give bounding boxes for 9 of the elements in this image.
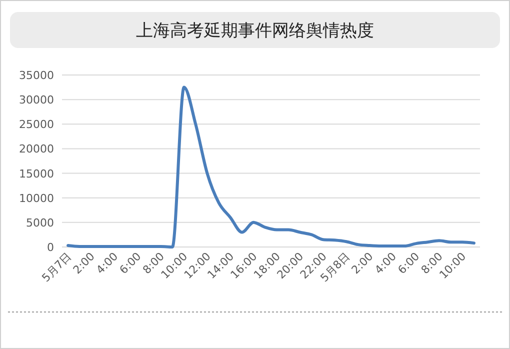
y-tick-label: 35000 bbox=[19, 69, 54, 82]
y-tick-label: 25000 bbox=[19, 118, 54, 132]
y-tick-label: 10000 bbox=[19, 192, 54, 205]
y-tick-label: 30000 bbox=[19, 94, 54, 107]
y-tick-label: 15000 bbox=[19, 167, 54, 180]
y-tick-label: 20000 bbox=[19, 142, 54, 156]
y-tick-label: 5000 bbox=[26, 216, 54, 230]
chart-title: 上海高考延期事件网络舆情热度 bbox=[136, 21, 374, 41]
line-series bbox=[66, 86, 476, 248]
